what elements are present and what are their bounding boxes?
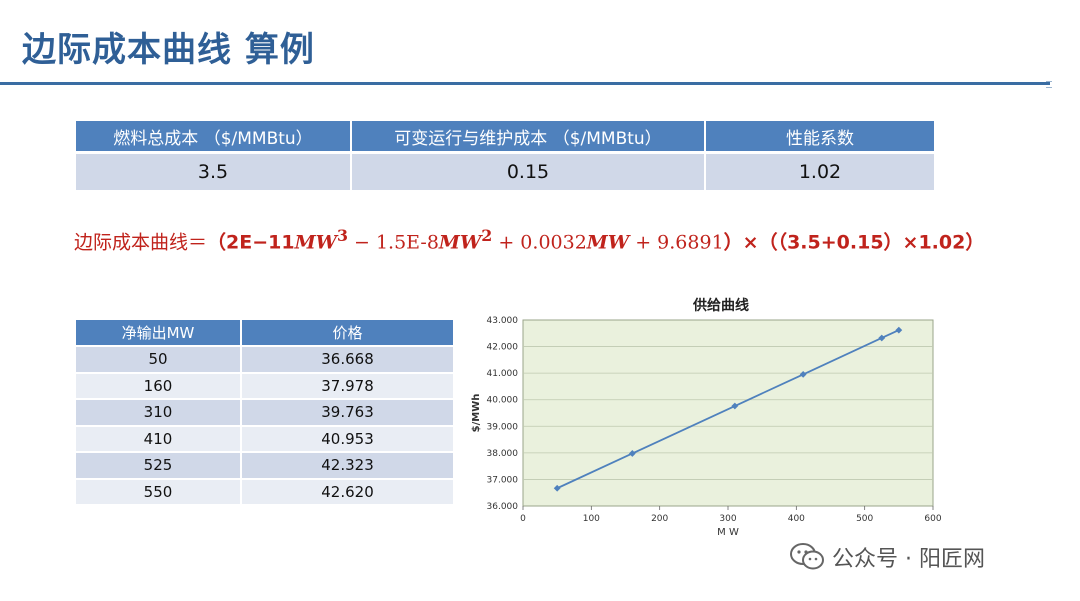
- params-header-performance-factor: 性能系数: [706, 121, 934, 154]
- table-row: 160 37.978: [76, 373, 453, 398]
- y-tick-label: 42.000: [487, 343, 519, 353]
- params-header-om-cost: 可变运行与维护成本 （$/MMBtu）: [352, 121, 704, 154]
- formula-var-mw: MW: [294, 231, 337, 254]
- table-row: 310 39.763: [76, 400, 453, 425]
- y-tick-label: 36.000: [487, 502, 519, 512]
- supply-cell-price: 37.978: [242, 373, 453, 398]
- supply-cell-mw: 550: [76, 479, 240, 504]
- formula-term-2: − 1.5E-8: [347, 231, 439, 254]
- y-tick-label: 37.000: [487, 475, 519, 485]
- y-tick-label: 39.000: [487, 422, 519, 432]
- watermark: 公众号 · 阳匠网: [790, 541, 985, 573]
- params-value-fuel-cost: 3.5: [76, 154, 350, 190]
- formula-label: 边际成本曲线＝: [74, 231, 208, 254]
- params-value-om-cost: 0.15: [352, 154, 704, 190]
- supply-cell-price: 42.620: [242, 479, 453, 504]
- y-tick-label: 43.000: [487, 316, 519, 326]
- supply-table: 净输出MW 价格 50 36.668 160 37.978 310 39.763…: [74, 318, 455, 506]
- table-row: 525 42.323: [76, 453, 453, 478]
- y-tick-label: 38.000: [487, 449, 519, 459]
- supply-cell-mw: 410: [76, 426, 240, 451]
- y-axis-label: $/MWh: [471, 394, 482, 433]
- params-value-performance-factor: 1.02: [706, 154, 934, 190]
- marginal-cost-formula: 边际成本曲线＝（2E−11MW3 − 1.5E-8MW2 + 0.0032MW …: [74, 226, 984, 254]
- supply-cell-mw: 525: [76, 453, 240, 478]
- formula-open: （2E−11: [207, 231, 295, 254]
- title-divider: [0, 81, 1052, 88]
- plot-area: [522, 319, 934, 507]
- x-tick-label: 400: [788, 514, 805, 524]
- table-row: 550 42.620: [76, 479, 453, 504]
- supply-curve-svg: 供给曲线 36.000 37.000 38.000 39.000 40.000 41.00…: [471, 297, 942, 538]
- x-tick-label: 200: [651, 514, 668, 524]
- x-tick-label: 300: [719, 514, 736, 524]
- data-point: [799, 370, 807, 378]
- x-tick-label: 600: [924, 514, 941, 524]
- params-table: 燃料总成本 （$/MMBtu） 可变运行与维护成本 （$/MMBtu） 性能系数…: [74, 121, 936, 190]
- formula-exp-2: 2: [481, 226, 493, 245]
- supply-cell-price: 39.763: [242, 400, 453, 425]
- formula-term-4: + 9.6891: [629, 231, 724, 254]
- x-tick-label: 100: [583, 514, 600, 524]
- slide-title: 边际成本曲线 算例: [22, 30, 315, 70]
- supply-header-net-output: 净输出MW: [76, 320, 240, 345]
- watermark-text: 公众号 · 阳匠网: [832, 547, 985, 572]
- supply-header-price: 价格: [242, 320, 453, 345]
- supply-curve-chart: 供给曲线 36.000 37.000 38.000 39.000 40.000 41.00…: [463, 286, 953, 548]
- formula-term-3: + 0.0032: [492, 231, 587, 254]
- supply-cell-price: 36.668: [242, 347, 453, 372]
- formula-tail: ）×（（3.5+0.15）×1.02）: [723, 231, 985, 254]
- formula-exp-3: 3: [336, 226, 348, 245]
- table-row: 410 40.953: [76, 426, 453, 451]
- data-point: [895, 326, 903, 334]
- table-row: 50 36.668: [76, 347, 453, 372]
- y-tick-label: 41.000: [487, 369, 519, 379]
- supply-cell-mw: 50: [76, 347, 240, 372]
- y-tick-label: 40.000: [487, 396, 519, 406]
- wechat-icon: [790, 543, 824, 570]
- params-value-row: 3.5 0.15 1.02: [76, 154, 934, 190]
- formula-var-mw: MW: [586, 231, 630, 254]
- data-point: [553, 484, 561, 492]
- supply-cell-mw: 160: [76, 373, 240, 398]
- data-point: [628, 450, 636, 457]
- params-header-fuel-cost: 燃料总成本 （$/MMBtu）: [76, 121, 350, 154]
- x-tick-label: 0: [520, 514, 526, 524]
- x-tick-label: 500: [856, 514, 873, 524]
- supply-header-row: 净输出MW 价格: [76, 320, 453, 345]
- params-header-row: 燃料总成本 （$/MMBtu） 可变运行与维护成本 （$/MMBtu） 性能系数: [76, 121, 934, 154]
- chart-title: 供给曲线: [692, 297, 749, 314]
- series-line: [556, 329, 900, 490]
- x-axis-label: M W: [717, 527, 739, 538]
- supply-cell-price: 40.953: [242, 426, 453, 451]
- supply-cell-price: 42.323: [242, 453, 453, 478]
- supply-cell-mw: 310: [76, 400, 240, 425]
- formula-var-mw: MW: [438, 231, 482, 254]
- data-point: [878, 334, 886, 342]
